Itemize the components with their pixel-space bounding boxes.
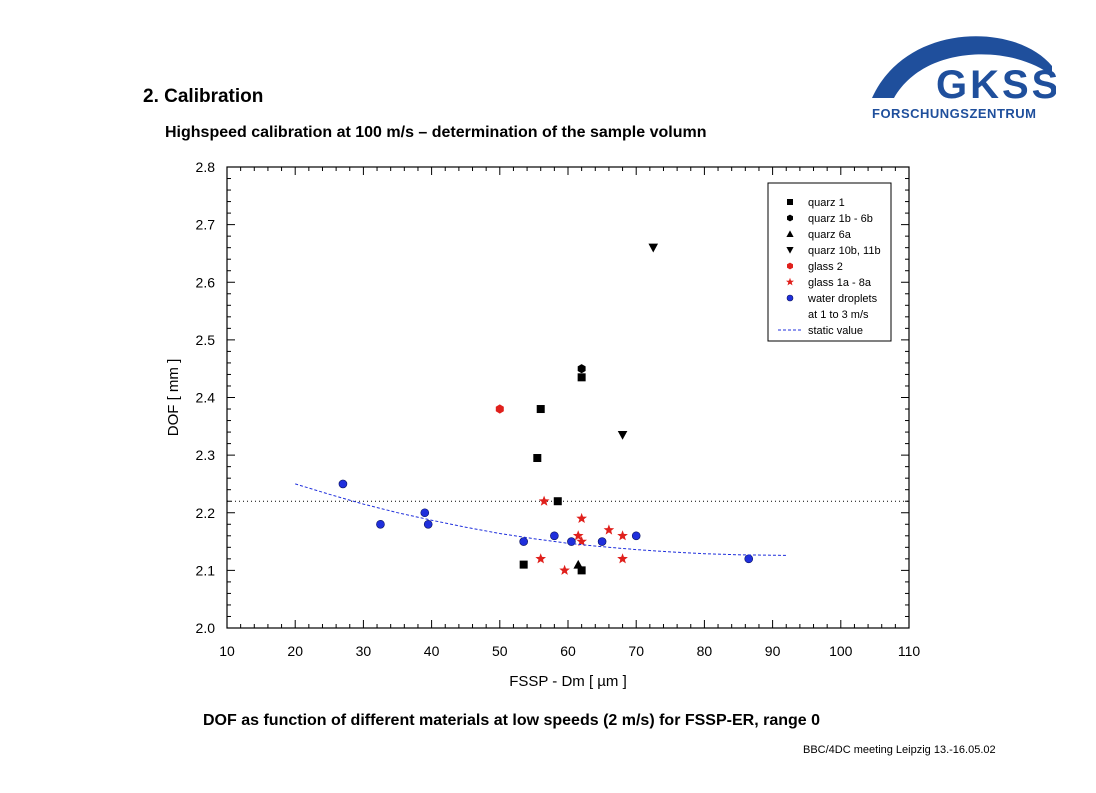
data-point-water-droplets <box>597 537 607 546</box>
x-tick-label: 100 <box>829 643 853 659</box>
data-point-glass-1a-8a <box>559 564 570 575</box>
legend-marker <box>786 294 794 302</box>
logo-arc <box>872 36 1052 98</box>
data-point-water-droplets <box>550 531 559 541</box>
legend-label: quarz 1 <box>808 197 845 209</box>
y-tick-label: 2.6 <box>196 274 216 290</box>
data-point-water-droplets <box>376 519 385 529</box>
x-axis-label: FSSP - Dm [ µm ] <box>509 673 627 690</box>
data-point-water-droplets <box>744 554 754 564</box>
x-tick-label: 70 <box>628 643 644 659</box>
x-tick-label: 50 <box>492 643 508 659</box>
x-tick-label: 60 <box>560 643 576 659</box>
figure-caption: DOF as function of different materials a… <box>203 712 821 729</box>
data-point-glass-2 <box>495 404 504 414</box>
data-point-quarz-1 <box>577 373 586 382</box>
legend-marker <box>786 247 794 254</box>
data-point-water-droplets <box>338 479 348 489</box>
data-point-quarz-1 <box>519 560 528 569</box>
data-point-glass-1a-8a <box>572 530 584 541</box>
legend-label: glass 1a - 8a <box>808 277 872 289</box>
data-point-quarz-10b-11b <box>617 430 628 440</box>
data-point-glass-1a-8a <box>576 512 587 523</box>
gkss-logo: GKSS FORSCHUNGSZENTRUM <box>872 36 1056 121</box>
footer-note: BBC/4DC meeting Leipzig 13.-16.05.02 <box>803 744 996 756</box>
x-tick-label: 10 <box>219 643 235 659</box>
legend-label: water droplets <box>807 293 878 305</box>
y-tick-label: 2.8 <box>196 159 216 175</box>
x-tick-label: 90 <box>765 643 781 659</box>
legend-marker <box>787 199 793 205</box>
logo-text-sub: FORSCHUNGSZENTRUM <box>872 106 1037 121</box>
legend-marker <box>787 262 793 270</box>
data-point-water-droplets <box>420 508 430 518</box>
series-line-static-value <box>295 483 787 556</box>
x-tick-label: 20 <box>287 643 303 659</box>
data-point-glass-1a-8a <box>617 553 628 564</box>
data-point-water-droplets <box>519 537 528 546</box>
logo-text-main: GKSS <box>936 63 1056 107</box>
data-point-glass-1a-8a <box>535 553 546 564</box>
y-tick-label: 2.0 <box>196 620 216 636</box>
y-tick-label: 2.3 <box>196 447 216 463</box>
data-point-glass-1a-8a <box>576 536 587 547</box>
legend-label: glass 2 <box>808 261 843 273</box>
data-point-quarz-10b-11b <box>648 243 659 253</box>
y-tick-label: 2.7 <box>196 217 216 233</box>
y-tick-label: 2.4 <box>196 390 216 406</box>
data-point-quarz-1 <box>533 454 542 463</box>
legend-marker <box>786 230 794 237</box>
section-title: 2. Calibration <box>143 86 264 107</box>
data-point-quarz-1b-6b <box>577 364 586 374</box>
data-point-quarz-1 <box>553 497 562 506</box>
y-tick-label: 2.5 <box>196 332 216 348</box>
x-tick-label: 30 <box>356 643 372 659</box>
legend-label: at 1 to 3 m/s <box>808 309 869 321</box>
legend-marker <box>786 277 794 286</box>
x-tick-label: 40 <box>424 643 440 659</box>
x-tick-label: 110 <box>898 643 921 659</box>
legend-label: static value <box>808 325 863 337</box>
data-point-glass-1a-8a <box>617 530 628 541</box>
y-tick-label: 2.1 <box>196 562 216 578</box>
x-tick-label: 80 <box>697 643 713 659</box>
data-point-water-droplets <box>423 519 433 529</box>
chart-subtitle: Highspeed calibration at 100 m/s – deter… <box>165 124 707 141</box>
legend-label: quarz 10b, 11b <box>808 245 881 257</box>
data-point-quarz-1 <box>536 405 545 414</box>
data-point-glass-1a-8a <box>603 524 615 535</box>
data-point-quarz-1 <box>577 566 586 575</box>
y-axis-label: DOF [ mm ] <box>165 359 182 437</box>
legend-label: quarz 6a <box>808 229 852 241</box>
y-tick-label: 2.2 <box>196 505 216 521</box>
legend-label: quarz 1b - 6b <box>808 213 873 225</box>
data-point-quarz-6a <box>573 559 584 569</box>
legend-marker <box>787 214 793 222</box>
data-point-water-droplets <box>631 531 641 541</box>
data-point-glass-1a-8a <box>538 495 550 506</box>
legend-box <box>767 182 892 342</box>
